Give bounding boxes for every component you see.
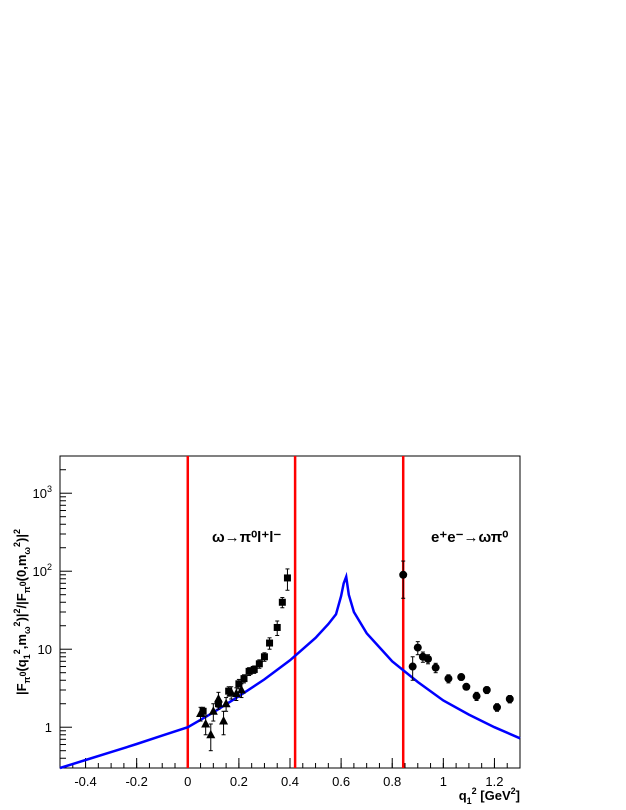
- x-tick-label: -0.4: [74, 774, 96, 789]
- data-point-square: [240, 675, 248, 683]
- data-point-circle: [482, 686, 491, 694]
- data-point-square: [235, 680, 243, 688]
- data-point-square: [214, 700, 222, 708]
- x-tick-label: 0.6: [332, 774, 350, 789]
- data-point-square: [255, 660, 263, 668]
- data-point-triangle: [219, 716, 229, 725]
- y-tick-label: 103: [33, 484, 52, 501]
- data-point-circle: [431, 663, 440, 672]
- y-tick-label: 102: [33, 562, 52, 579]
- annotation-omega-decay: ω→π⁰l⁺l⁻: [212, 529, 281, 546]
- data-point-circle: [457, 673, 466, 682]
- y-tick-label: 1: [45, 720, 52, 735]
- data-point-circle: [505, 695, 514, 704]
- data-point-circle: [462, 682, 471, 691]
- data-point-circle: [413, 643, 422, 652]
- y-axis-title: |Fπ0(q12,mω2)|2/|Fπ0(0,mω2)|2: [12, 529, 32, 695]
- data-point-square: [260, 653, 268, 661]
- x-tick-label: -0.2: [125, 774, 147, 789]
- x-tick-label: 1: [440, 774, 447, 789]
- x-tick-label: 1.2: [485, 774, 503, 789]
- x-tick-label: 0.4: [281, 774, 299, 789]
- data-point-triangle: [208, 706, 218, 715]
- annotation-ee-production: e⁺e⁻→ωπ⁰: [431, 529, 508, 546]
- data-point-triangle: [221, 698, 231, 708]
- x-tick-label: 0.2: [230, 774, 248, 789]
- plot-frame: [59, 455, 521, 769]
- data-point-circle: [493, 703, 501, 712]
- y-tick-label: 10: [38, 642, 52, 657]
- data-point-square: [278, 598, 286, 606]
- data-point-square: [199, 707, 207, 715]
- data-point-triangle: [206, 729, 216, 739]
- data-point-circle: [408, 662, 417, 671]
- data-point-circle: [444, 674, 453, 683]
- x-axis-title: q12 [GeV2]: [459, 786, 520, 806]
- data-point-square: [250, 665, 258, 673]
- data-point-circle: [472, 692, 481, 701]
- data-point-square: [273, 623, 281, 631]
- data-point-square: [225, 687, 233, 695]
- data-point-square: [245, 667, 253, 675]
- x-tick-label: 0.8: [383, 774, 401, 789]
- data-point-triangle: [201, 718, 211, 728]
- x-tick-label: 0: [184, 774, 191, 789]
- data-point-circle: [424, 654, 432, 663]
- data-point-square: [266, 639, 274, 647]
- theory-curve: [59, 571, 521, 770]
- data-point-triangle: [231, 688, 241, 698]
- data-point-triangle: [236, 685, 246, 694]
- data-point-square: [283, 574, 291, 582]
- data-point-circle: [399, 570, 408, 579]
